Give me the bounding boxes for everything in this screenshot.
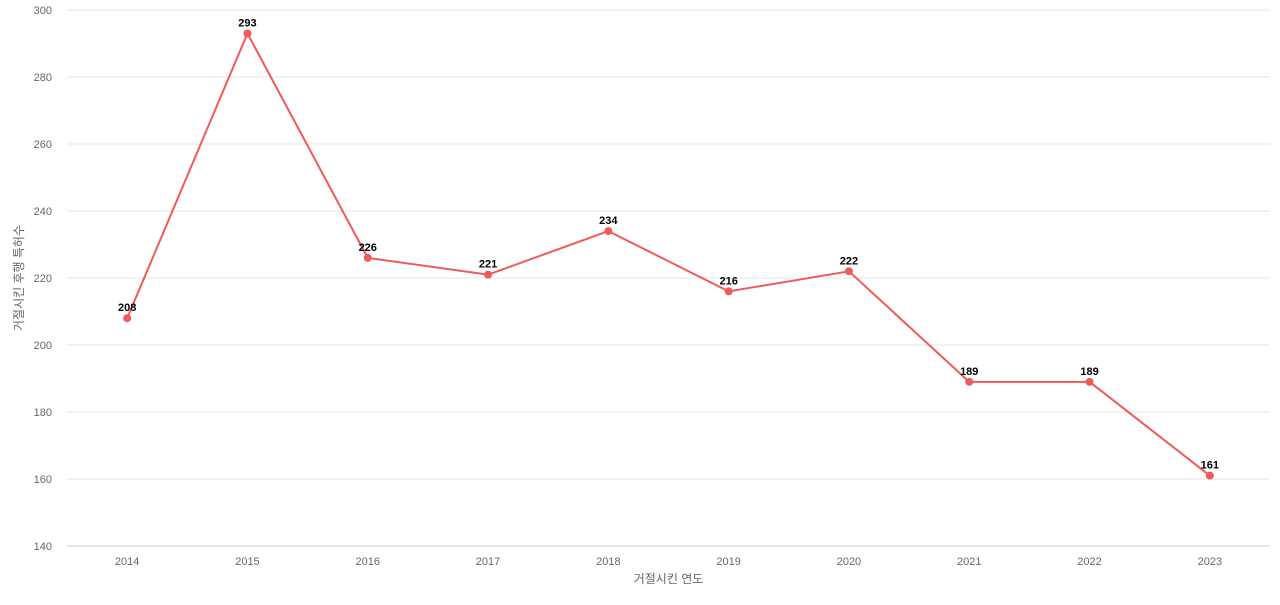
data-labels: 208 293 226 221 234 216 222 189 189 161 — [118, 17, 1219, 471]
y-axis-title: 거절시킨 후행 특허수 — [11, 225, 26, 331]
x-tick-label: 2021 — [957, 556, 981, 568]
data-point[interactable] — [724, 287, 733, 296]
data-point[interactable] — [243, 29, 252, 38]
y-tick-label: 260 — [34, 139, 52, 151]
x-tick-label: 2023 — [1198, 556, 1222, 568]
data-point[interactable] — [123, 314, 132, 323]
data-point[interactable] — [1085, 377, 1094, 386]
x-tick-label: 2016 — [356, 556, 380, 568]
y-tick-label: 300 — [34, 5, 52, 17]
data-point[interactable] — [363, 253, 372, 262]
y-tick-label: 160 — [34, 474, 52, 486]
data-label: 234 — [599, 215, 618, 227]
x-tick-label: 2020 — [837, 556, 861, 568]
data-point[interactable] — [604, 227, 613, 236]
data-label: 293 — [238, 17, 256, 29]
y-tick-label: 140 — [34, 541, 52, 553]
data-label: 222 — [840, 255, 858, 267]
data-label: 208 — [118, 302, 136, 314]
data-point[interactable] — [1205, 471, 1214, 480]
series-line — [126, 32, 1211, 477]
data-label: 189 — [1080, 366, 1098, 378]
data-label: 161 — [1201, 460, 1219, 472]
data-point[interactable] — [965, 377, 974, 386]
data-label: 216 — [719, 275, 737, 287]
y-tick-label: 200 — [34, 340, 52, 352]
y-tick-label: 180 — [34, 407, 52, 419]
x-tick-label: 2022 — [1077, 556, 1101, 568]
data-label: 221 — [479, 259, 497, 271]
data-point[interactable] — [844, 267, 853, 276]
grid-lines — [67, 9, 1270, 480]
y-tick-label: 240 — [34, 206, 52, 218]
x-tick-label: 2018 — [596, 556, 620, 568]
x-tick-label: 2014 — [115, 556, 139, 568]
y-tick-label: 220 — [34, 273, 52, 285]
x-tick-label: 2019 — [716, 556, 740, 568]
data-label: 189 — [960, 366, 978, 378]
x-axis-title: 거절시킨 연도 — [634, 572, 704, 586]
data-label: 226 — [359, 242, 377, 254]
y-tick-label: 280 — [34, 72, 52, 84]
axes: 140 160 180 200 220 240 260 280 300 2014 2015 2016 2… — [34, 5, 1270, 568]
data-point[interactable] — [484, 270, 493, 279]
x-tick-label: 2017 — [476, 556, 500, 568]
x-tick-label: 2015 — [235, 556, 259, 568]
series-layer — [123, 29, 1214, 480]
